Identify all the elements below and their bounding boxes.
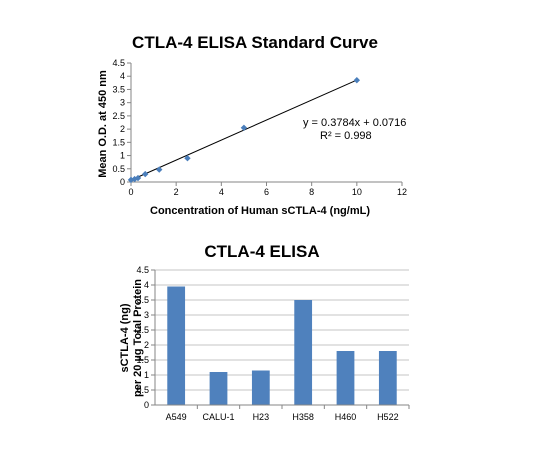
bar-chart-x-ticks: A549 CALU-1 H23 H358 H460 H522	[166, 405, 410, 422]
standard-curve-point	[156, 166, 163, 173]
standard-curve-title: CTLA-4 ELISA Standard Curve	[132, 33, 378, 52]
standard-curve-y-tick-label: 1	[120, 151, 125, 161]
bar-chart-y-tick-label: 1	[144, 370, 149, 380]
standard-curve-x-tick-label: 6	[264, 187, 269, 197]
standard-curve-x-tick-label: 0	[128, 187, 133, 197]
standard-curve-x-ticks: 0 2 4 6 8 10 12	[128, 182, 407, 197]
standard-curve-point	[184, 155, 191, 162]
bar-chart-y-tick-label: 0	[144, 400, 149, 410]
standard-curve-y-tick-label: 2.5	[112, 111, 125, 121]
standard-curve-y-tick-label: 0.5	[112, 164, 125, 174]
standard-curve-y-tick-label: 3	[120, 98, 125, 108]
bar-a549	[167, 286, 186, 405]
standard-curve-x-tick-label: 12	[397, 187, 407, 197]
bar-calu-1	[209, 372, 228, 405]
bar-chart-y-tick-label: 1.5	[136, 355, 149, 365]
standard-curve-y-tick-label: 2	[120, 124, 125, 134]
standard-curve-point	[142, 170, 149, 178]
bar-chart-x-tick-label: H460	[335, 412, 357, 422]
standard-curve-points	[127, 76, 361, 184]
bar-chart-x-tick-label: H23	[253, 412, 270, 422]
bar-chart-gridlines	[155, 269, 409, 391]
standard-curve-x-tick-label: 4	[219, 187, 224, 197]
bar-chart-y-ticks: 0 0.5 1 1.5 2 2.5 3 3.5 4 4.5	[136, 265, 155, 410]
bar-h522	[378, 351, 397, 405]
bar-chart-x-tick-label: A549	[166, 412, 187, 422]
standard-curve-y-title: Mean O.D. at 450 nm	[97, 70, 109, 178]
standard-curve-point	[240, 124, 248, 131]
bar-h358	[294, 300, 313, 405]
bar-chart-bars	[167, 286, 397, 405]
standard-curve-x-tick-label: 10	[352, 187, 362, 197]
standard-curve-y-tick-label: 1.5	[112, 137, 125, 147]
standard-curve-point	[134, 174, 142, 182]
bar-chart-y-tick-label: 0.5	[136, 385, 149, 395]
trendline-equation: y = 0.3784x + 0.0716	[303, 117, 406, 129]
bar-chart-y-title-line-2: per 20 µg Total Protein	[132, 279, 144, 397]
bar-chart-y-title-line-1: sCTLA-4 (ng)	[119, 303, 131, 372]
standard-curve-y-tick-label: 4	[120, 71, 125, 81]
standard-curve-y-tick-label: 0	[120, 177, 125, 187]
bar-chart-title: CTLA-4 ELISA	[204, 242, 319, 261]
bar-chart-y-tick-label: 3	[144, 310, 149, 320]
bar-chart-x-tick-label: CALU-1	[202, 412, 234, 422]
ctla4-bar-chart: CTLA-4 ELISA 0 0.5 1 1.5 2 2.5 3 3.5 4 4.5 A549 CA…	[119, 242, 410, 422]
standard-curve-y-ticks: 0 0.5 1 1.5 2 2.5 3 3.5 4 4.5	[112, 58, 131, 187]
standard-curve-chart: CTLA-4 ELISA Standard Curve 0 0.5 1 1.5 2 2.5…	[97, 33, 407, 217]
bar-h23	[251, 370, 270, 405]
bar-h460	[336, 351, 355, 405]
bar-chart-y-tick-label: 2.5	[136, 325, 149, 335]
bar-chart-x-tick-label: H522	[377, 412, 399, 422]
bar-chart-y-tick-label: 4.5	[136, 265, 149, 275]
standard-curve-point	[353, 76, 361, 84]
standard-curve-y-tick-label: 4.5	[112, 58, 125, 68]
bar-chart-x-tick-label: H358	[292, 412, 314, 422]
standard-curve-x-tick-label: 8	[309, 187, 314, 197]
standard-curve-y-tick-label: 3.5	[112, 84, 125, 94]
standard-curve-x-title: Concentration of Human sCTLA-4 (ng/mL)	[150, 205, 370, 217]
r-squared-label: R² = 0.998	[320, 130, 372, 142]
bar-chart-y-tick-label: 2	[144, 340, 149, 350]
bar-chart-y-tick-label: 3.5	[136, 295, 149, 305]
bar-chart-y-tick-label: 4	[144, 280, 149, 290]
standard-curve-x-tick-label: 2	[174, 187, 179, 197]
